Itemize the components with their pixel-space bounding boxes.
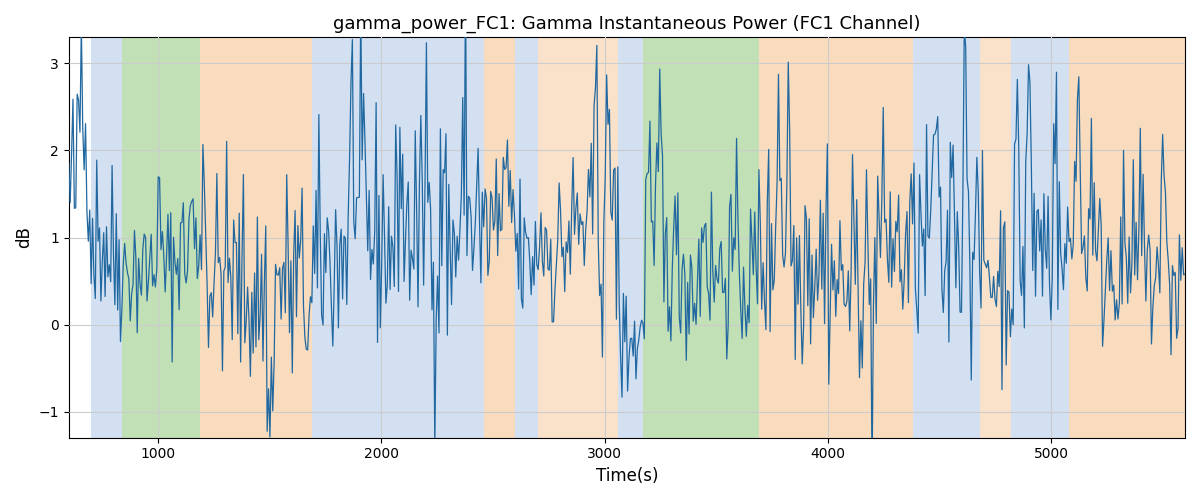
Bar — [200, 38, 312, 438]
Bar — [618, 38, 642, 438]
Bar — [1069, 38, 1186, 438]
Bar — [538, 38, 618, 438]
Bar — [484, 38, 515, 438]
Bar — [642, 38, 758, 438]
Bar — [122, 38, 200, 438]
Bar — [1010, 38, 1069, 438]
Bar — [913, 38, 979, 438]
Bar — [91, 38, 122, 438]
Bar — [758, 38, 913, 438]
Bar — [312, 38, 484, 438]
Title: gamma_power_FC1: Gamma Instantaneous Power (FC1 Channel): gamma_power_FC1: Gamma Instantaneous Pow… — [334, 15, 920, 34]
X-axis label: Time(s): Time(s) — [595, 467, 658, 485]
Bar — [515, 38, 538, 438]
Y-axis label: dB: dB — [16, 226, 34, 248]
Bar — [979, 38, 1010, 438]
